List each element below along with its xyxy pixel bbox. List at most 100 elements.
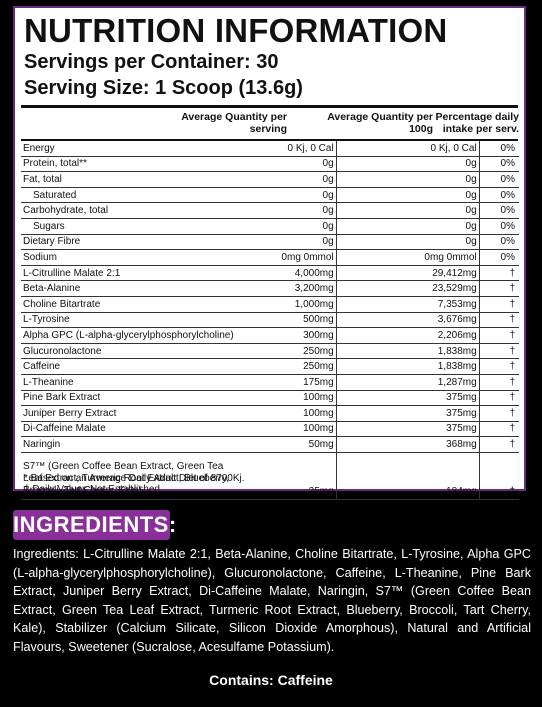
daily-intake-value: 0% (479, 249, 519, 266)
per-serving-value: 0g (235, 156, 337, 173)
table-row: S7™ (Green Coffee Bean Extract, Green Te… (21, 452, 519, 500)
divider-thick (21, 105, 518, 108)
table-row: Beta-Alanine 3,200mg 23,529mg † (21, 280, 519, 297)
daily-intake-value: † (479, 327, 519, 344)
header-per-serving: Average Quantity per serving (181, 111, 287, 135)
header-per-100g: Average Quantity per 100g (327, 111, 433, 135)
nutrient-name: Dietary Fibre (21, 234, 236, 251)
per-serving-value: 250mg (235, 358, 337, 375)
table-row: Fat, total 0g 0g 0% (21, 171, 519, 188)
divider-header (21, 139, 518, 141)
per-100g-value: 0g (336, 202, 480, 219)
per-serving-value: 0g (235, 187, 337, 204)
ingredients-heading: INGREDIENTS: (13, 512, 177, 537)
table-row: Choline Bitartrate 1,000mg 7,353mg † (21, 296, 519, 313)
per-100g-value: 368mg (336, 436, 480, 453)
nutrient-name: Choline Bitartrate (21, 296, 236, 313)
daily-intake-value: † (479, 312, 519, 329)
table-row: Sodium 0mg 0mmol 0mg 0mmol 0% (21, 249, 519, 266)
per-serving-value: 300mg (235, 327, 337, 344)
per-serving-value: 0g (235, 234, 337, 251)
nutrient-name: Fat, total (21, 171, 236, 188)
per-100g-value: 2,206mg (336, 327, 480, 344)
table-row: Glucuronolactone 250mg 1,838mg † (21, 343, 519, 360)
per-serving-value: 25mg (235, 452, 337, 500)
per-serving-value: 50mg (235, 436, 337, 453)
per-serving-value: 0 Kj, 0 Cal (235, 141, 337, 157)
daily-intake-value: † (479, 452, 519, 500)
daily-intake-value: † (479, 280, 519, 297)
daily-intake-value: † (479, 436, 519, 453)
serving-size: Serving Size: 1 Scoop (13.6g) (24, 77, 303, 99)
per-100g-value: 375mg (336, 421, 480, 438)
ingredients-heading-badge: INGREDIENTS: (13, 510, 177, 540)
per-100g-value: 0g (336, 156, 480, 173)
per-serving-value: 500mg (235, 312, 337, 329)
nutrient-name: Beta-Alanine (21, 280, 236, 297)
per-serving-value: 0g (235, 218, 337, 235)
per-100g-value: 23,529mg (336, 280, 480, 297)
table-row: Sugars 0g 0g 0% (21, 218, 519, 235)
nutrient-name: Naringin (21, 436, 236, 453)
daily-intake-value: 0% (479, 202, 519, 219)
per-100g-value: 29,412mg (336, 265, 480, 282)
footnote-daily-values: † Daily Values Not Established (24, 484, 160, 495)
servings-per-container: Servings per Container: 30 (24, 51, 279, 73)
nutrient-name: Saturated (21, 187, 236, 204)
nutrient-name: Sugars (21, 218, 236, 235)
nutrient-name: Alpha GPC (L-alpha-glycerylphosphorylcho… (21, 327, 236, 344)
nutrient-name: Sodium (21, 249, 236, 266)
daily-intake-value: † (479, 405, 519, 422)
daily-intake-value: † (479, 421, 519, 438)
contains-statement: Contains: Caffeine (209, 672, 333, 688)
nutrient-name: Caffeine (21, 358, 236, 375)
per-100g-value: 0g (336, 218, 480, 235)
daily-intake-value: 0% (479, 171, 519, 188)
per-100g-value: 375mg (336, 390, 480, 407)
table-row: Dietary Fibre 0g 0g 0% (21, 234, 519, 251)
nutrient-name: Glucuronolactone (21, 343, 236, 360)
per-100g-value: 1,838mg (336, 343, 480, 360)
nutrient-name: Di-Caffeine Malate (21, 421, 236, 438)
daily-intake-value: † (479, 265, 519, 282)
per-serving-value: 100mg (235, 405, 337, 422)
per-serving-value: 3,200mg (235, 280, 337, 297)
nutrient-name: S7™ (Green Coffee Bean Extract, Green Te… (21, 452, 236, 500)
per-100g-value: 7,353mg (336, 296, 480, 313)
per-100g-value: 0mg 0mmol (336, 249, 480, 266)
daily-intake-value: † (479, 374, 519, 391)
header-daily-intake: Percentage daily intake per serv. (435, 111, 519, 135)
per-serving-value: 4,000mg (235, 265, 337, 282)
table-row: Juniper Berry Extract 100mg 375mg † (21, 405, 519, 422)
table-row: L-Citrulline Malate 2:1 4,000mg 29,412mg † (21, 265, 519, 282)
nutrition-panel: NUTRITION INFORMATION Servings per Conta… (13, 6, 526, 500)
per-serving-value: 1,000mg (235, 296, 337, 313)
per-serving-value: 0mg 0mmol (235, 249, 337, 266)
daily-intake-value: 0% (479, 156, 519, 173)
nutrient-name: L-Theanine (21, 374, 236, 391)
table-row: Saturated 0g 0g 0% (21, 187, 519, 204)
table-row: Caffeine 250mg 1,838mg † (21, 358, 519, 375)
per-serving-value: 0g (235, 202, 337, 219)
per-100g-value: 0 Kj, 0 Cal (336, 141, 480, 157)
daily-intake-value: † (479, 390, 519, 407)
table-row: Carbohydrate, total 0g 0g 0% (21, 202, 519, 219)
nutrient-name: Protein, total** (21, 156, 236, 173)
nutrient-name: L-Citrulline Malate 2:1 (21, 265, 236, 282)
nutrition-table: Energy 0 Kj, 0 Cal 0 Kj, 0 Cal 0% Protein, t… (21, 141, 519, 500)
table-row: L-Tyrosine 500mg 3,676mg † (21, 312, 519, 329)
nutrient-name: Pine Bark Extract (21, 390, 236, 407)
per-100g-value: 0g (336, 187, 480, 204)
per-100g-value: 3,676mg (336, 312, 480, 329)
table-row: Pine Bark Extract 100mg 375mg † (21, 390, 519, 407)
table-row: L-Theanine 175mg 1,287mg † (21, 374, 519, 391)
daily-intake-value: † (479, 296, 519, 313)
nutrient-name: Juniper Berry Extract (21, 405, 236, 422)
per-100g-value: 1,838mg (336, 358, 480, 375)
daily-intake-value: 0% (479, 234, 519, 251)
per-100g-value: 184mg (336, 452, 480, 500)
per-100g-value: 0g (336, 234, 480, 251)
daily-intake-value: † (479, 343, 519, 360)
daily-intake-value: 0% (479, 187, 519, 204)
nutrient-name: L-Tyrosine (21, 312, 236, 329)
